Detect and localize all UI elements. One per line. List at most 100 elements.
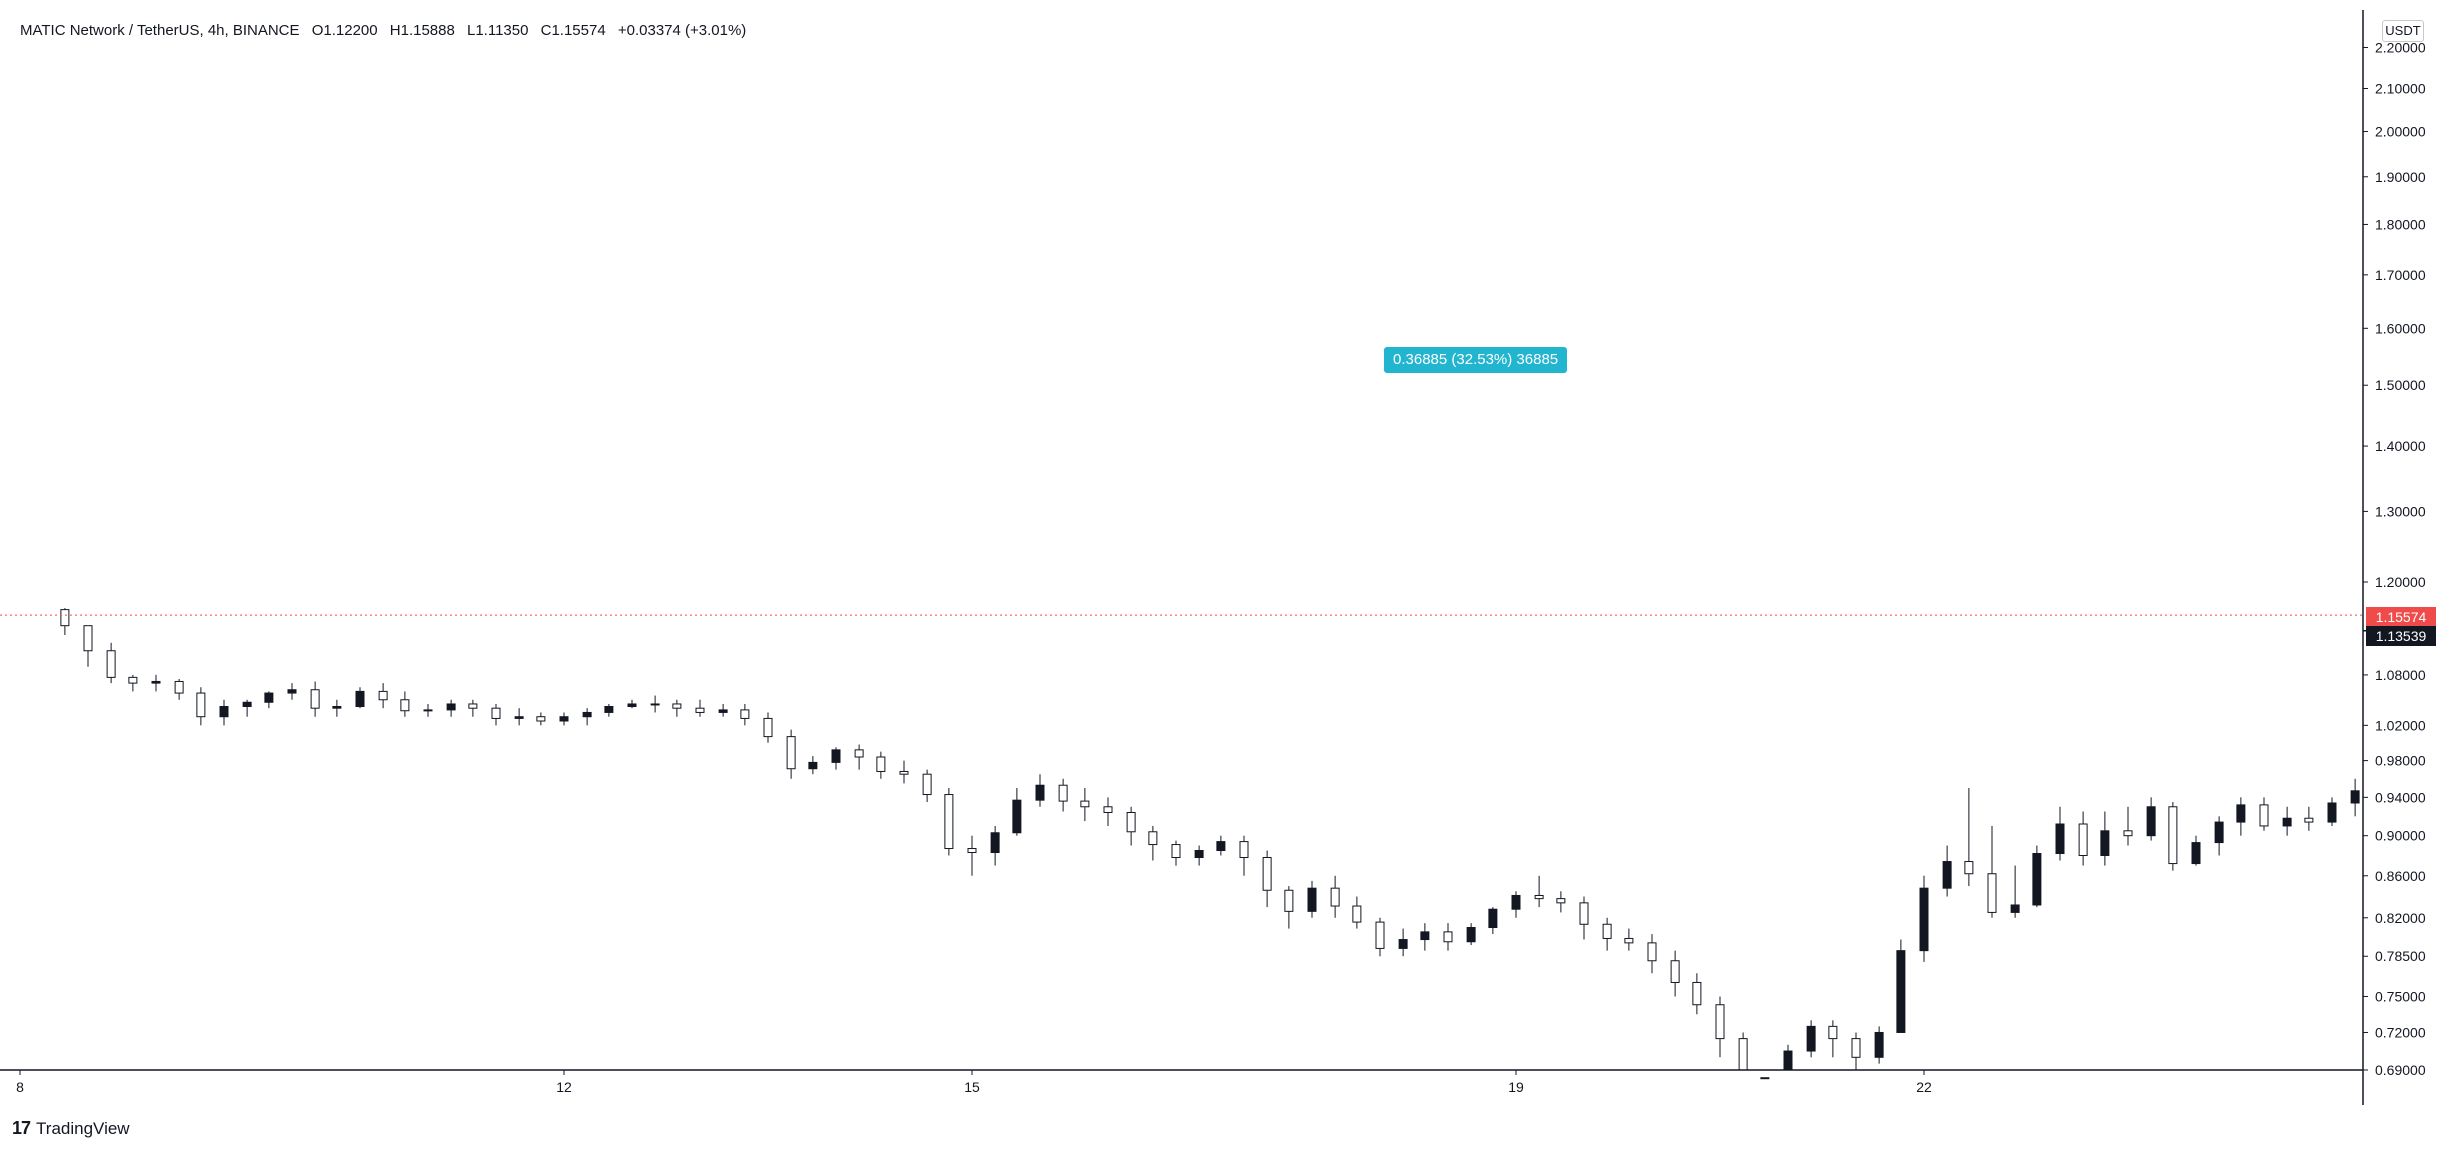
candle-body-up <box>1330 887 1340 907</box>
candle <box>1964 788 1974 887</box>
candle <box>1443 923 1453 951</box>
time-axis[interactable]: 8121519222629Aug412:0091216192326 <box>0 1069 2453 1095</box>
time-tick-label: 15 <box>964 1079 980 1095</box>
candle <box>1647 934 1657 974</box>
candle-body-down <box>1466 927 1476 943</box>
ohlc-change: +0.03374 (+3.01%) <box>617 22 747 39</box>
candle <box>672 699 682 717</box>
candle <box>2100 811 2110 866</box>
candle-body-down <box>2191 842 2201 865</box>
candle-body-down <box>1398 939 1408 949</box>
candle <box>1806 1020 1816 1058</box>
candle-body-up <box>1443 931 1453 943</box>
drawings-layer[interactable] <box>0 383 2453 795</box>
candle-body-up <box>1239 841 1249 859</box>
candle-body-down <box>2055 823 2065 855</box>
candle <box>1579 896 1589 940</box>
candle <box>1103 797 1113 826</box>
candle <box>604 703 614 717</box>
candle <box>1760 1077 1770 1080</box>
candle <box>1715 996 1725 1058</box>
candle <box>2078 811 2088 866</box>
candle <box>378 683 388 709</box>
candle <box>2168 802 2178 871</box>
candle <box>1012 788 1022 836</box>
price-tick-label: 2.00000 <box>2375 124 2426 140</box>
candle <box>922 769 932 803</box>
candle-body-up <box>2259 804 2269 827</box>
candle <box>2191 835 2201 866</box>
candle-body-up <box>1126 811 1136 833</box>
candle <box>831 747 841 770</box>
candle <box>899 760 909 784</box>
candle <box>1058 778 1068 812</box>
candle-body-up <box>1171 844 1181 859</box>
candle <box>1466 923 1476 946</box>
candle-body-down <box>332 705 342 709</box>
candle-body-up <box>1148 831 1158 846</box>
candle-body-up <box>1352 905 1362 923</box>
price-tick-label: 1.70000 <box>2375 267 2426 283</box>
candle <box>1783 1044 1793 1071</box>
price-tick-label: 1.80000 <box>2375 216 2426 232</box>
candle <box>1670 950 1680 997</box>
time-tick-label: 12 <box>556 1079 572 1095</box>
candle <box>1420 923 1430 951</box>
tradingview-logo[interactable]: 17 TradingView <box>12 1118 130 1139</box>
candle <box>1851 1032 1861 1070</box>
candle-body-down <box>1942 861 1952 889</box>
candle <box>423 703 433 717</box>
candle <box>332 699 342 717</box>
candle <box>582 708 592 726</box>
candle <box>2214 816 2224 856</box>
candle <box>1216 835 1226 856</box>
candle-body-up <box>1103 806 1113 813</box>
candle <box>2010 865 2020 918</box>
candle-body-up <box>1262 857 1272 891</box>
candle <box>627 699 637 709</box>
candle <box>1239 835 1249 876</box>
price-tick-label: 0.94000 <box>2375 789 2426 805</box>
candle-body-up <box>922 773 932 796</box>
price-tick-label: 0.82000 <box>2375 910 2426 926</box>
candle <box>1602 917 1612 951</box>
time-tick-label: 8 <box>16 1079 24 1095</box>
candle-body-up <box>128 676 138 684</box>
candle-body-up <box>740 709 750 719</box>
candle <box>2259 797 2269 831</box>
candle-body-down <box>423 709 433 712</box>
candle-body-down <box>2282 817 2292 827</box>
candle-body-down <box>2100 830 2110 857</box>
price-axis[interactable]: 2.20000 2.10000 2.00000 1.90000 1.80000 1.700… <box>2362 10 2426 1105</box>
candle <box>310 681 320 717</box>
candle-body-up <box>1670 960 1680 983</box>
candle-body-up <box>2078 823 2088 857</box>
candle <box>808 756 818 775</box>
candle <box>242 699 252 717</box>
candle <box>355 687 365 709</box>
candle-body-up <box>1284 889 1294 912</box>
candle <box>1738 1032 1748 1071</box>
candle-body-down <box>151 680 161 684</box>
measure-label: 0.36885 (32.53%) 36885 <box>1384 347 1568 373</box>
candle <box>1148 825 1158 861</box>
candle <box>1874 1026 1884 1064</box>
candle <box>2327 797 2337 826</box>
candle-body-up <box>400 699 410 712</box>
candle <box>1987 825 1997 918</box>
candle <box>1262 850 1272 908</box>
candle-body-up <box>174 680 184 694</box>
time-tick-label: 19 <box>1508 1079 1524 1095</box>
currency-badge[interactable]: USDT <box>2382 20 2424 42</box>
candle-body-up <box>1579 902 1589 925</box>
candle-body-up <box>1624 937 1634 944</box>
candle-body-down <box>1760 1077 1770 1080</box>
candle <box>1511 891 1521 918</box>
time-tick-label: 22 <box>1916 1079 1932 1095</box>
candle <box>514 708 524 726</box>
price-tick-label: 1.90000 <box>2375 169 2426 185</box>
candle <box>196 687 206 726</box>
candle <box>1488 907 1498 935</box>
candle-body-up <box>876 756 886 772</box>
